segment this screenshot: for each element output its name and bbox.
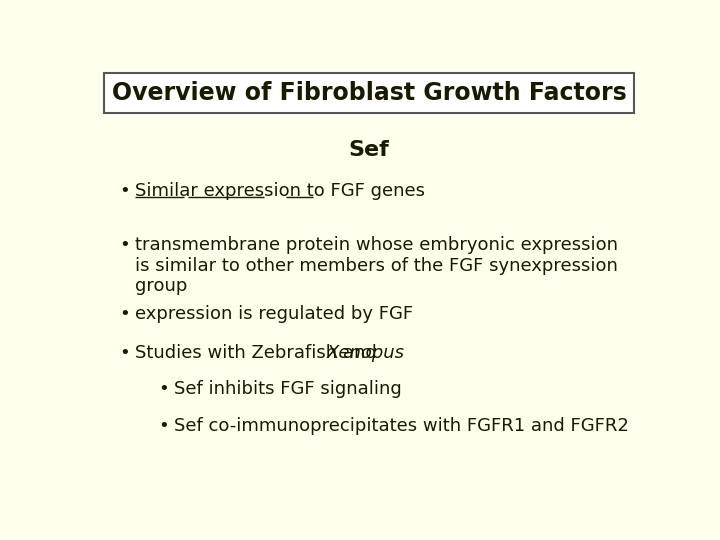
Text: Sef: Sef [348, 139, 390, 159]
Text: transmembrane protein whose embryonic expression
is similar to other members of : transmembrane protein whose embryonic ex… [135, 236, 618, 295]
Text: Studies with Zebrafish and: Studies with Zebrafish and [135, 343, 382, 362]
Text: Sef inhibits FGF signaling: Sef inhibits FGF signaling [174, 381, 402, 399]
Text: •: • [158, 381, 169, 399]
Text: •: • [120, 305, 130, 323]
Text: Xenopus: Xenopus [327, 343, 405, 362]
FancyBboxPatch shape [104, 72, 634, 112]
Text: Overview of Fibroblast Growth Factors: Overview of Fibroblast Growth Factors [112, 80, 626, 105]
Text: Sef co-immunoprecipitates with FGFR1 and FGFR2: Sef co-immunoprecipitates with FGFR1 and… [174, 417, 629, 435]
Text: •: • [120, 236, 130, 254]
Text: Similar expression to FGF genes: Similar expression to FGF genes [135, 182, 425, 200]
Text: •: • [120, 182, 130, 200]
Text: •: • [158, 417, 169, 435]
Text: expression is regulated by FGF: expression is regulated by FGF [135, 305, 413, 323]
Text: •: • [120, 343, 130, 362]
